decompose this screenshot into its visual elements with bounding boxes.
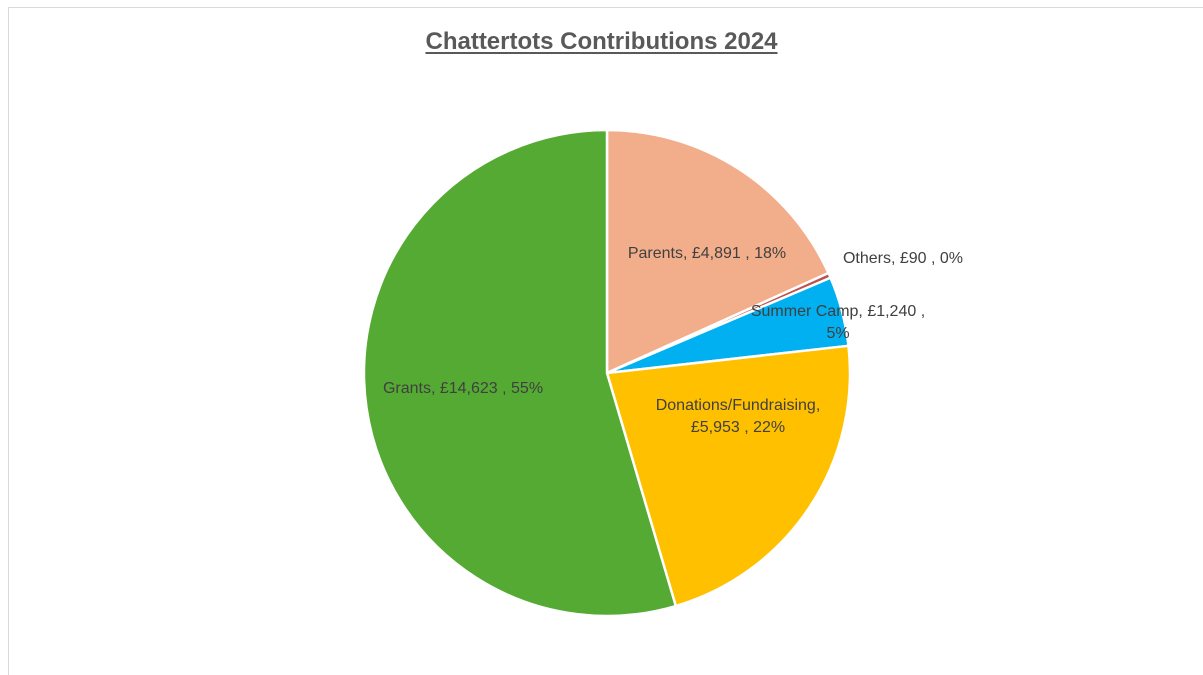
data-label-line: Summer Camp, £1,240 , [751, 303, 925, 320]
pie-slice-grants [362, 128, 678, 618]
data-label-line: Parents, £4,891 , 18% [628, 245, 786, 262]
chart-title: Chattertots Contributions 2024 [425, 28, 778, 55]
data-label-line: Others, £90 , 0% [843, 250, 963, 267]
data-label-grants: Grants, £14,623 , 55% [383, 380, 543, 397]
pie-slice-donations-fundraising [605, 344, 852, 608]
pie-slices [362, 128, 852, 618]
pie-labels: Parents, £4,891 , 18% Others, £90 , 0% Sum… [383, 245, 963, 436]
data-label-line: 5% [826, 325, 849, 342]
data-label-summer-camp: Summer Camp, £1,240 , 5% [751, 303, 925, 342]
data-label-line: £5,953 , 22% [691, 419, 785, 436]
data-label-others: Others, £90 , 0% [843, 250, 963, 267]
data-label-donations-fundraising: Donations/Fundraising, £5,953 , 22% [656, 397, 821, 436]
data-label-parents: Parents, £4,891 , 18% [628, 245, 786, 262]
pie-slice-parents [605, 128, 830, 375]
data-label-line: Donations/Fundraising, [656, 397, 821, 414]
data-label-line: Grants, £14,623 , 55% [383, 380, 543, 397]
